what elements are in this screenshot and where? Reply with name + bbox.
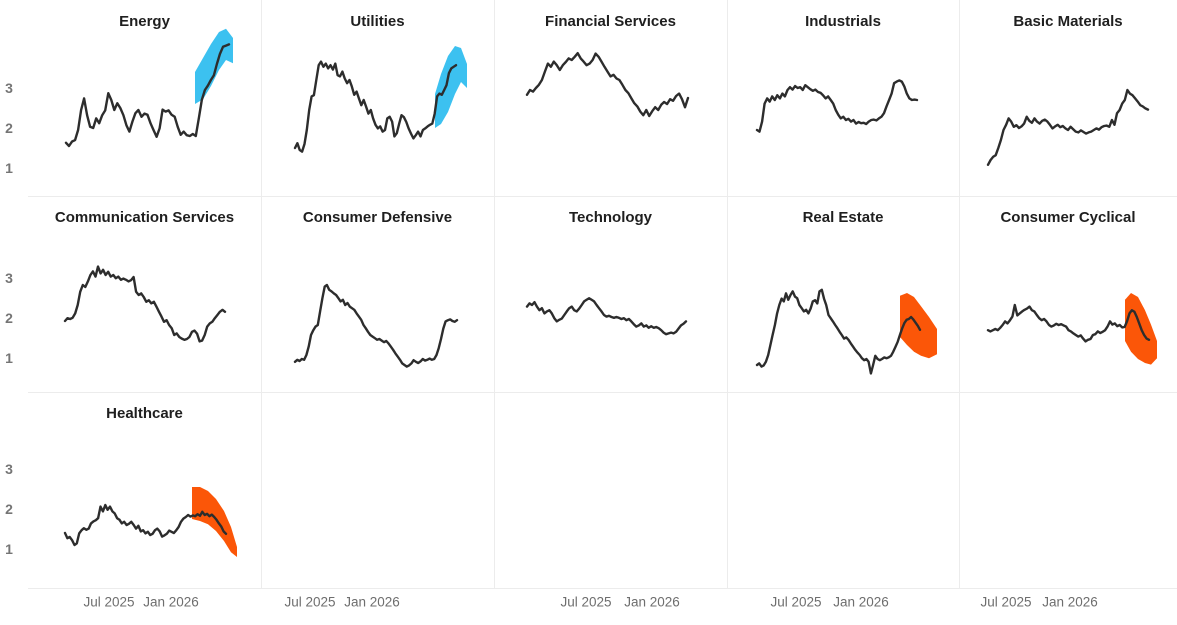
trend-line xyxy=(63,265,227,343)
facet-title: Consumer Cyclical xyxy=(1000,209,1136,226)
facet-plot xyxy=(525,52,690,118)
x-tick-label: Jan 2026 xyxy=(833,594,889,610)
trend-line xyxy=(63,503,228,547)
trend-line xyxy=(986,303,1151,343)
facet-title: Consumer Defensive xyxy=(302,209,453,226)
x-tick-label: Jul 2025 xyxy=(83,594,135,610)
facet-border-horizontal xyxy=(28,588,1177,589)
y-tick-label: 1 xyxy=(5,160,13,176)
y-tick-label: 3 xyxy=(5,270,13,286)
facet-border-horizontal xyxy=(28,196,1177,197)
x-tick-label: Jul 2025 xyxy=(560,594,612,610)
y-tick-label: 2 xyxy=(5,310,13,326)
facet-border-vertical xyxy=(959,0,960,588)
y-tick-label: 3 xyxy=(5,461,13,477)
facet-plot xyxy=(63,487,237,557)
trend-line xyxy=(293,283,459,368)
facet-plot xyxy=(293,46,467,153)
facet-title: Real Estate xyxy=(802,209,884,226)
facet-plot xyxy=(755,288,937,375)
facet-plot xyxy=(64,28,233,148)
x-tick-label: Jul 2025 xyxy=(284,594,336,610)
x-tick-label: Jan 2026 xyxy=(1042,594,1098,610)
x-tick-label: Jan 2026 xyxy=(624,594,680,610)
facet-plot xyxy=(525,296,688,336)
trend-line xyxy=(293,60,458,153)
y-tick-label: 1 xyxy=(5,350,13,366)
trend-line xyxy=(755,79,919,133)
facet-title: Financial Services xyxy=(545,13,676,30)
facet-border-horizontal xyxy=(28,392,1177,393)
facet-title: Basic Materials xyxy=(1013,13,1123,30)
facet-plot xyxy=(986,88,1150,167)
facet-plot xyxy=(755,79,919,133)
facet-plot xyxy=(63,265,227,343)
facet-title: Technology xyxy=(568,209,653,226)
facet-plot xyxy=(986,293,1157,365)
y-tick-label: 1 xyxy=(5,541,13,557)
y-tick-label: 2 xyxy=(5,501,13,517)
trend-line xyxy=(755,288,922,375)
x-tick-label: Jul 2025 xyxy=(980,594,1032,610)
facet-title: Communication Services xyxy=(54,209,235,226)
trend-line xyxy=(986,88,1150,167)
forecast-band-up xyxy=(435,46,467,128)
facet-border-vertical xyxy=(727,0,728,588)
facet-title: Healthcare xyxy=(106,405,183,422)
x-tick-label: Jul 2025 xyxy=(770,594,822,610)
facet-title: Energy xyxy=(119,13,170,30)
x-tick-label: Jan 2026 xyxy=(143,594,199,610)
y-tick-label: 2 xyxy=(5,120,13,136)
trend-line xyxy=(525,296,688,336)
forecast-band-down xyxy=(192,487,237,557)
facet-border-vertical xyxy=(261,0,262,588)
facet-title: Utilities xyxy=(350,13,405,30)
facet-title: Industrials xyxy=(805,13,881,30)
facet-border-vertical xyxy=(494,0,495,588)
facet-plot xyxy=(293,283,459,368)
x-tick-label: Jan 2026 xyxy=(344,594,400,610)
trend-line xyxy=(64,43,231,148)
y-tick-label: 3 xyxy=(5,80,13,96)
trend-line xyxy=(525,52,690,118)
